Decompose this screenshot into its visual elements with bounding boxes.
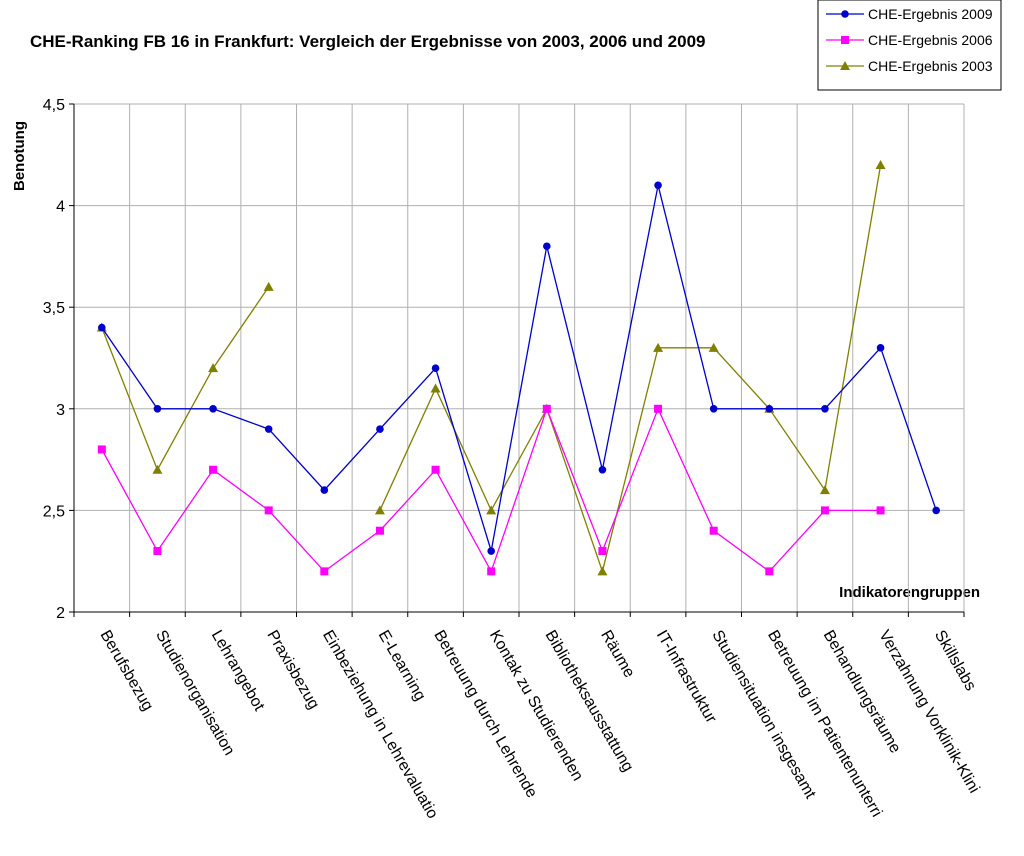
data-point	[98, 323, 106, 332]
series-1	[97, 404, 885, 576]
x-tick-label: Kontak zu Studierenden	[486, 628, 586, 784]
legend-label: CHE-Ergebnis 2006	[868, 32, 993, 48]
y-ticks: 2 2,5 3 3,5 4 4,5	[43, 97, 74, 622]
data-point	[152, 464, 163, 474]
data-point	[153, 547, 162, 556]
data-point	[875, 159, 886, 169]
data-point	[819, 485, 830, 495]
y-tick-label: 4	[56, 199, 65, 216]
data-point	[598, 547, 607, 556]
legend-swatch-marker	[841, 36, 849, 44]
legend-swatch-marker	[841, 10, 849, 18]
legend: CHE-Ergebnis 2009 CHE-Ergebnis 2006 CHE-Er…	[817, 0, 1002, 91]
data-point	[153, 405, 162, 413]
data-point	[654, 404, 663, 413]
x-tick-label: Betreuung durch Lehrende	[430, 628, 540, 801]
x-tick-label: Berufsbezug	[97, 628, 157, 714]
x-axis-label: Indikatorengruppen	[839, 584, 980, 601]
x-tick-label: IT-Infrastruktur	[653, 628, 720, 727]
data-point	[765, 567, 774, 576]
x-tick-label: Skillslabs	[931, 628, 979, 694]
data-point	[932, 506, 940, 515]
data-point	[376, 425, 384, 433]
series-line	[101, 164, 882, 574]
chart-title: CHE-Ranking FB 16 in Frankfurt: Vergleic…	[30, 32, 706, 51]
y-tick-label: 3,5	[43, 300, 65, 317]
y-tick-label: 2	[56, 605, 65, 622]
data-point	[320, 486, 329, 494]
legend-label: CHE-Ergebnis 2003	[868, 58, 993, 74]
x-tick-label: Lehrangebot	[208, 628, 268, 715]
data-point	[820, 506, 829, 515]
data-point	[209, 465, 218, 474]
data-point	[765, 405, 774, 413]
x-tick-label: Praxisbezug	[263, 628, 322, 713]
y-tick-label: 4,5	[43, 97, 65, 114]
data-point	[597, 566, 608, 576]
y-axis-label: Benotung	[11, 121, 28, 191]
data-point	[876, 344, 885, 352]
data-point	[821, 405, 829, 413]
x-ticks: BerufsbezugStudienorganisationLehrangebo…	[73, 612, 983, 822]
data-point	[375, 526, 384, 535]
data-point	[598, 465, 607, 474]
x-tick-label: Einbeziehung in Lehrevaluatio	[319, 628, 441, 822]
data-point	[709, 405, 718, 413]
data-point	[486, 505, 497, 515]
legend-item: CHE-Ergebnis 2003	[826, 58, 993, 74]
data-point	[653, 342, 664, 352]
data-point	[264, 425, 273, 433]
data-point	[487, 547, 495, 555]
x-tick-label: Räume	[597, 628, 638, 681]
x-tick-label: Verzahnung Vorklinik-Klini	[875, 628, 982, 797]
x-tick-label: Betreuung im Patientenunterri	[764, 628, 885, 821]
data-point	[709, 526, 718, 535]
data-point	[487, 567, 496, 576]
y-tick-label: 2,5	[43, 503, 65, 520]
data-point	[430, 383, 441, 393]
series-line	[101, 406, 881, 574]
legend-item: CHE-Ergebnis 2006	[826, 32, 993, 48]
legend-label: CHE-Ergebnis 2009	[868, 6, 993, 22]
x-tick-label: Studiensituation insgesamt	[708, 628, 819, 803]
data-point	[876, 506, 885, 515]
series	[96, 159, 940, 576]
data-point	[431, 465, 440, 474]
data-point	[654, 181, 662, 190]
y-tick-label: 3	[56, 402, 65, 419]
series-0	[98, 181, 940, 555]
grid	[74, 103, 965, 612]
data-point	[320, 567, 329, 576]
data-point	[542, 404, 551, 413]
data-point	[263, 281, 274, 291]
data-point	[708, 342, 719, 352]
legend-swatch-marker	[840, 61, 850, 70]
series-line	[101, 185, 937, 552]
x-tick-label: E-Learning	[375, 628, 429, 704]
data-point	[97, 445, 106, 454]
data-point	[543, 242, 551, 251]
data-point	[374, 505, 385, 515]
data-point	[209, 405, 217, 413]
data-point	[431, 364, 440, 372]
series-2	[96, 159, 886, 576]
legend-item: CHE-Ergebnis 2009	[826, 6, 993, 22]
data-point	[264, 506, 273, 515]
data-point	[208, 363, 219, 373]
